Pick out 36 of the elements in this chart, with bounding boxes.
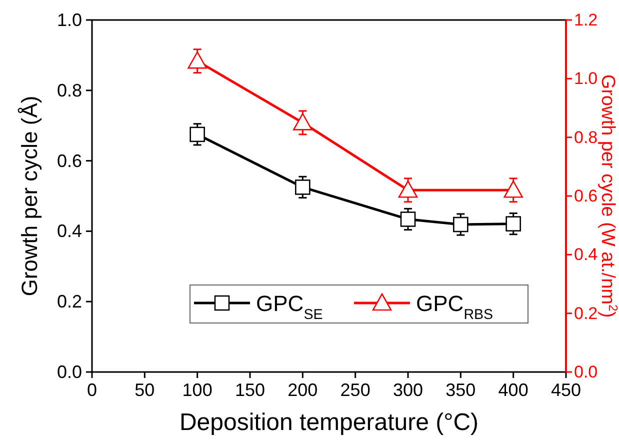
y2-tick-label: 0.6 (574, 186, 598, 206)
y-axis-title: Growth per cycle (Å) (17, 96, 42, 296)
legend-label: GPC$_{RBS}$ (416, 291, 494, 323)
y-tick-label: 1.0 (56, 10, 82, 30)
y-tick-label: 0.0 (56, 362, 82, 382)
x-tick-label: 0 (86, 380, 98, 400)
point (453, 216, 468, 232)
y2-tick-label: 0.0 (574, 362, 598, 382)
y2-tick-label: 1.2 (574, 10, 598, 30)
legend-label: GPC$_{SE}$ (256, 291, 323, 323)
point (506, 216, 521, 232)
x-tick-label: 200 (288, 380, 318, 400)
x-tick-label: 150 (234, 380, 266, 400)
point (504, 180, 523, 198)
point (398, 180, 418, 198)
y-tick-label: 0.6 (56, 150, 82, 171)
x-tick-label: 50 (134, 380, 155, 400)
y2-tick-label: 0.8 (574, 128, 598, 147)
point (190, 126, 205, 142)
x-tick-label: 450 (550, 380, 582, 400)
point (295, 180, 310, 195)
y-tick-label: 0.8 (56, 80, 82, 100)
y-tick-label: 0.2 (56, 292, 82, 312)
y2-tick-label: 0.2 (574, 304, 598, 323)
x-tick-label: 250 (340, 380, 370, 400)
y2-tick-label: 1.0 (574, 69, 598, 88)
y-tick-label: 0.4 (56, 221, 82, 242)
point (400, 212, 416, 227)
x-tick-label: 300 (392, 380, 424, 400)
point (188, 51, 207, 69)
x-axis-title: Deposition temperature (°C) (179, 409, 479, 436)
x-tick-label: 100 (182, 380, 212, 400)
x-tick-label: 350 (446, 380, 476, 400)
x-tick-label: 400 (498, 380, 528, 400)
point (293, 113, 312, 130)
y2-tick-label: 0.4 (574, 245, 598, 264)
